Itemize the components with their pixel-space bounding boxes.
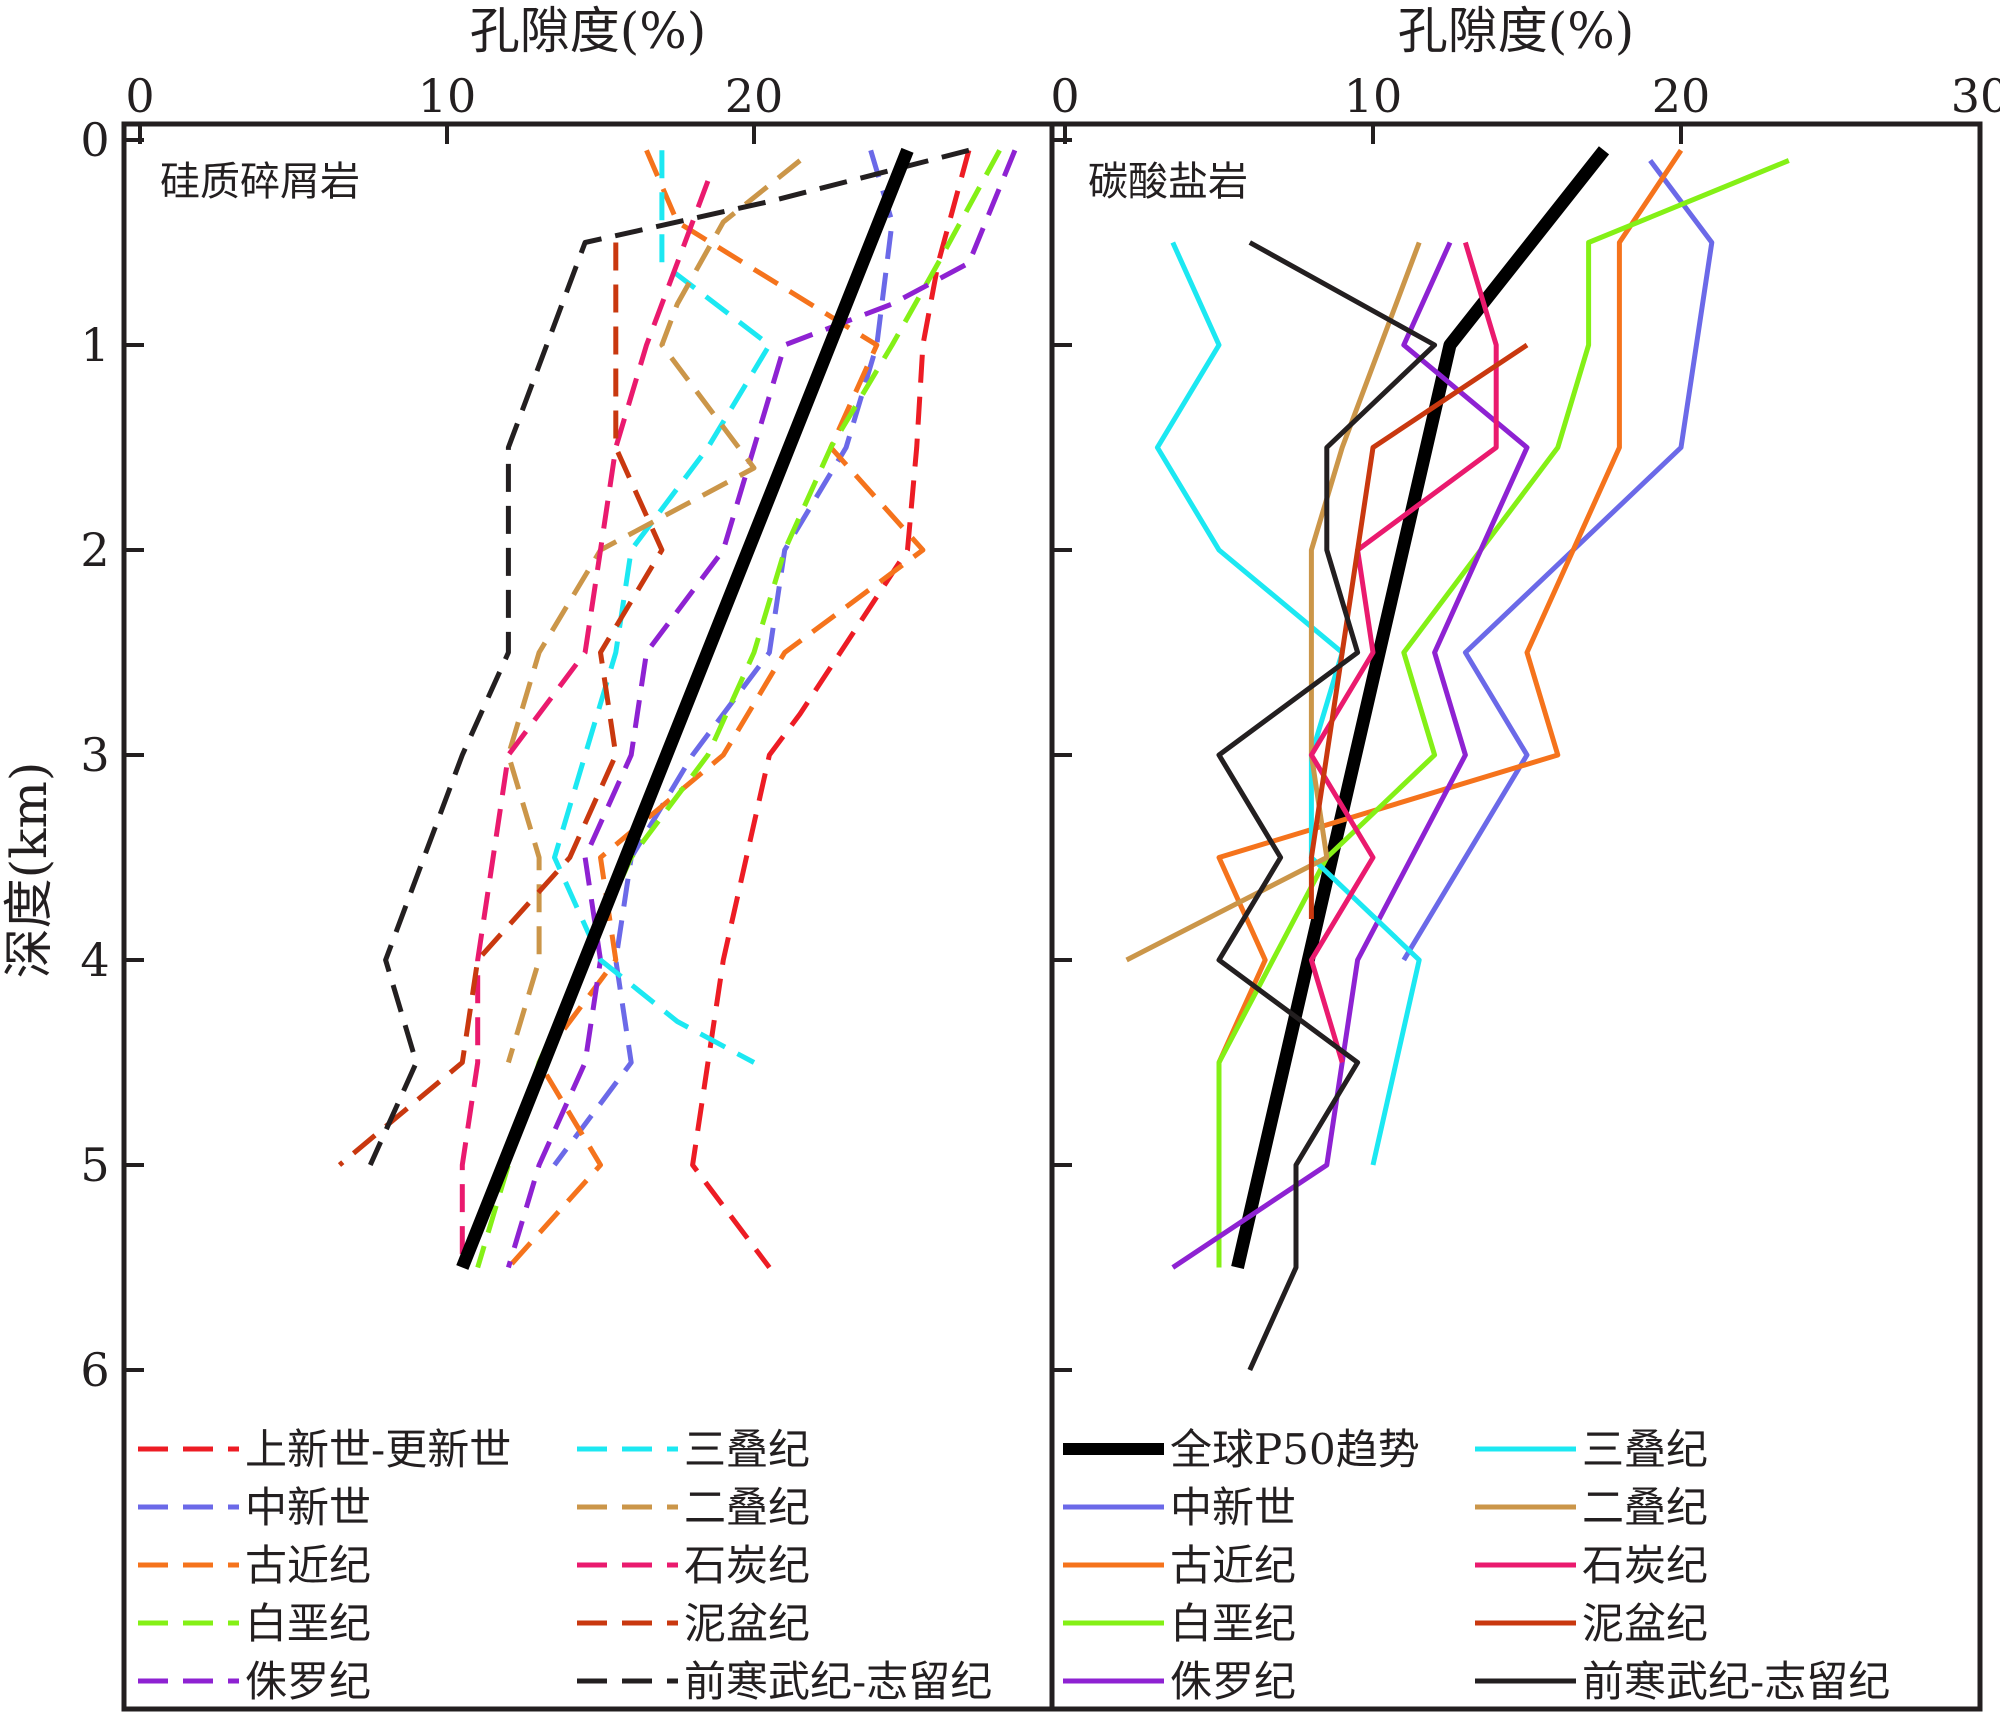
legend-label: 石炭纪: [684, 1541, 810, 1590]
legend-label: 上新世-更新世: [245, 1425, 511, 1474]
x-axis-title: 孔隙度(%): [470, 2, 707, 60]
panel-frame: [1049, 121, 1983, 1712]
legend-label: 前寒武纪-志留纪: [684, 1657, 992, 1706]
series-line: [1216, 148, 1684, 1064]
y-tick-label: 6: [80, 1343, 109, 1397]
series-line: [505, 158, 802, 1064]
legend-label: 古近纪: [1170, 1541, 1296, 1590]
x-tick-label: 20: [725, 69, 784, 123]
x-tick-label: 10: [1344, 69, 1403, 123]
legend-label: 三叠纪: [1582, 1425, 1708, 1474]
legend-label: 中新世: [1170, 1483, 1296, 1532]
series-line: [552, 149, 895, 1167]
series-line: [1308, 241, 1499, 1064]
series-line: [1308, 342, 1529, 919]
series-line: [337, 242, 665, 1167]
series-line: [1231, 146, 1610, 1269]
series-line: [1216, 158, 1790, 1268]
legend-label: 全球P50趋势: [1170, 1425, 1420, 1474]
series-line: [506, 149, 926, 1270]
y-tick-label: 0: [80, 113, 109, 167]
y-tick-label: 5: [80, 1138, 109, 1192]
y-tick-label: 1: [80, 318, 109, 372]
legend-label: 侏罗纪: [245, 1657, 371, 1706]
legend-label: 二叠纪: [1582, 1483, 1708, 1532]
legend-label: 泥盆纪: [1582, 1599, 1708, 1648]
y-axis-title: 深度(km): [0, 762, 58, 979]
legend-label: 二叠纪: [684, 1483, 810, 1532]
series-line: [506, 149, 1018, 1269]
legend-label: 三叠纪: [684, 1425, 810, 1474]
x-tick-label: 0: [125, 69, 154, 123]
x-axis-title: 孔隙度(%): [1398, 2, 1635, 60]
legend-label: 侏罗纪: [1170, 1657, 1296, 1706]
series-line: [552, 150, 772, 1065]
series-line: [1171, 241, 1530, 1270]
legend-label: 白垩纪: [245, 1599, 371, 1648]
panel-title: 硅质碎屑岩: [160, 159, 360, 205]
x-tick-label: 20: [1652, 69, 1711, 123]
series-line: [690, 149, 972, 1269]
y-tick-label: 2: [80, 523, 109, 577]
x-tick-label: 0: [1050, 69, 1079, 123]
legend-label: 白垩纪: [1170, 1599, 1296, 1648]
legend-label: 泥盆纪: [684, 1599, 810, 1648]
legend-label: 石炭纪: [1582, 1541, 1708, 1590]
y-tick-label: 4: [80, 933, 109, 987]
legend-label: 前寒武纪-志留纪: [1582, 1657, 1890, 1706]
series-line: [459, 180, 711, 1268]
series-line: [1125, 241, 1422, 963]
legend-label: 古近纪: [245, 1541, 371, 1590]
y-tick-label: 3: [80, 728, 109, 782]
x-tick-label: 10: [418, 69, 477, 123]
series-line: [1401, 158, 1715, 962]
legend-label: 中新世: [245, 1483, 371, 1532]
x-tick-label: 30: [1951, 69, 2000, 123]
series-line: [368, 147, 970, 1167]
trend-line: [456, 147, 914, 1270]
panel-title: 碳酸盐岩: [1088, 159, 1248, 205]
series-line: [1216, 240, 1438, 1372]
